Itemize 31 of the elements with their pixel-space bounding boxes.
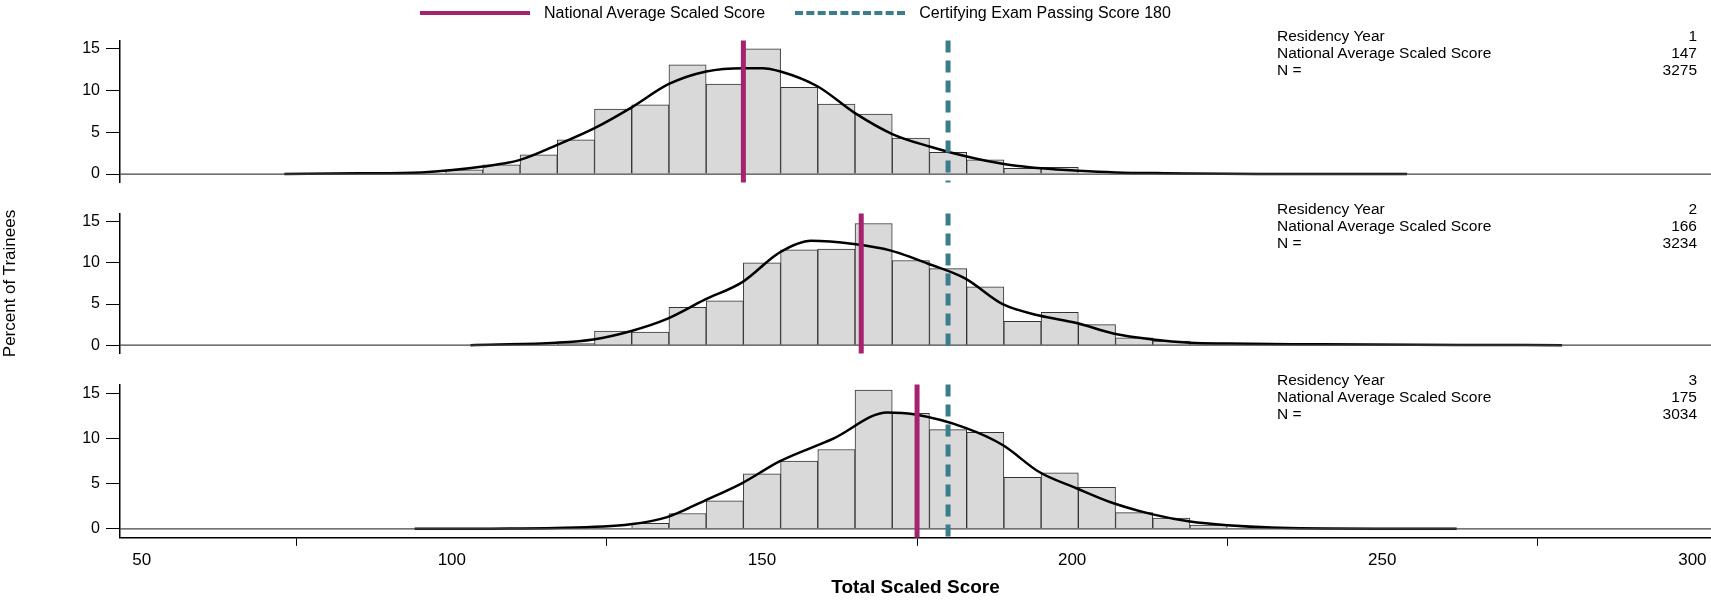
- y-axis-title: Percent of Trainees: [0, 209, 19, 358]
- y-tick-label: 5: [91, 122, 101, 140]
- ref-line-label: National Average Scaled Score: [544, 3, 766, 22]
- y-tick-label: 0: [91, 519, 101, 537]
- y-tick-label: 10: [82, 81, 101, 99]
- y-tick-label: 10: [82, 253, 101, 271]
- ref-line-label: Certifying Exam Passing Score 180: [919, 3, 1171, 22]
- y-tick-label: 5: [91, 294, 101, 312]
- y-tick-label: 5: [91, 474, 101, 492]
- x-axis-title: Total Scaled Score: [831, 575, 1000, 597]
- y-tick-label: 0: [91, 164, 101, 182]
- y-tick-label: 15: [82, 212, 101, 230]
- x-tick-label: 250: [1368, 549, 1397, 569]
- text: Residency Year 3: [1277, 371, 1697, 388]
- text: N = 3234: [1277, 234, 1697, 251]
- y-tick-label: 0: [91, 335, 101, 353]
- text: N = 3275: [1277, 61, 1697, 78]
- x-tick-label: 50: [132, 549, 152, 569]
- y-tick-label: 15: [82, 39, 101, 57]
- x-tick-label: 100: [437, 549, 467, 569]
- text: N = 3034: [1277, 405, 1697, 422]
- text: National Average Scaled Score 147: [1277, 44, 1697, 61]
- text: National Average Scaled Score 166: [1277, 217, 1697, 234]
- y-tick-label: 10: [82, 429, 101, 447]
- text: National Average Scaled Score 175: [1277, 388, 1697, 405]
- text: Residency Year 1: [1277, 27, 1697, 44]
- x-tick-label: 300: [1678, 549, 1707, 569]
- text: Residency Year 2: [1277, 200, 1697, 217]
- y-tick-label: 15: [82, 384, 101, 402]
- x-tick-label: 150: [747, 549, 777, 569]
- x-tick-label: 200: [1057, 549, 1087, 569]
